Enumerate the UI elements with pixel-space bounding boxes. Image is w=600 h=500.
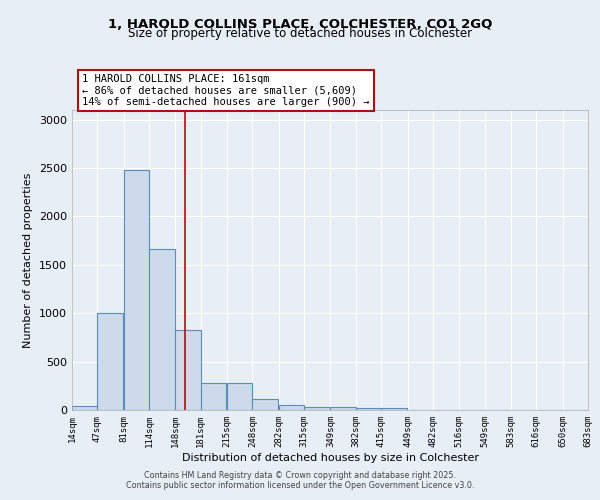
Text: 1 HAROLD COLLINS PLACE: 161sqm
← 86% of detached houses are smaller (5,609)
14% : 1 HAROLD COLLINS PLACE: 161sqm ← 86% of … <box>82 74 370 107</box>
Bar <box>331 407 356 410</box>
Bar <box>149 250 175 410</box>
Text: Contains public sector information licensed under the Open Government Licence v3: Contains public sector information licen… <box>126 482 474 490</box>
Bar <box>124 170 149 410</box>
Bar <box>97 313 123 410</box>
Bar <box>201 383 226 410</box>
Bar <box>356 408 381 410</box>
Bar <box>175 330 201 410</box>
Bar <box>381 408 407 410</box>
Bar <box>279 405 304 410</box>
Bar <box>72 406 97 410</box>
Bar <box>304 407 329 410</box>
Text: Contains HM Land Registry data © Crown copyright and database right 2025.: Contains HM Land Registry data © Crown c… <box>144 472 456 480</box>
Text: 1, HAROLD COLLINS PLACE, COLCHESTER, CO1 2GQ: 1, HAROLD COLLINS PLACE, COLCHESTER, CO1… <box>108 18 492 30</box>
Text: Size of property relative to detached houses in Colchester: Size of property relative to detached ho… <box>128 28 472 40</box>
Y-axis label: Number of detached properties: Number of detached properties <box>23 172 34 348</box>
Bar <box>253 400 278 410</box>
Bar <box>227 383 253 410</box>
X-axis label: Distribution of detached houses by size in Colchester: Distribution of detached houses by size … <box>182 452 479 462</box>
